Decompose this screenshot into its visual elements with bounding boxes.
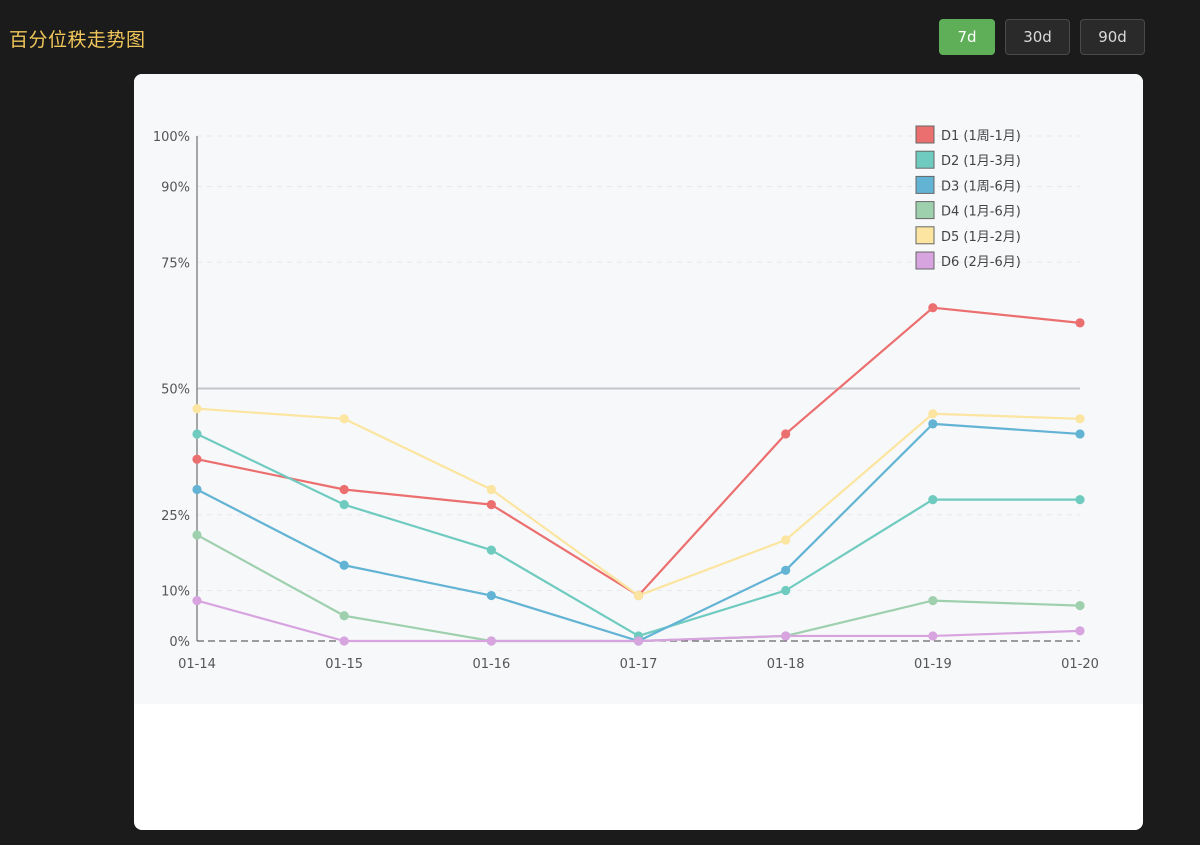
data-point-series-5[interactable]	[633, 590, 644, 601]
y-tick-label: 100%	[153, 130, 190, 145]
series-line-2	[196, 432, 1080, 638]
data-point-series-2[interactable]	[781, 585, 791, 596]
data-point-series-5[interactable]	[928, 409, 938, 419]
data-point-series-4[interactable]	[1075, 601, 1085, 611]
x-tick-label: 01-20	[1061, 657, 1099, 672]
data-point-series-1[interactable]	[781, 429, 791, 439]
chart-area: 0% 10% 25% 50% 75% 90% 100% 01-14 01-15 01-16 01-1…	[134, 74, 1143, 704]
range-selector: 7d 30d 90d	[939, 19, 1145, 55]
series-line-1	[196, 306, 1081, 597]
grid-layer	[197, 135, 1080, 591]
data-point-series-6[interactable]	[192, 596, 202, 606]
x-tick-label: 01-14	[178, 657, 216, 672]
y-tick-label: 0%	[169, 635, 190, 650]
x-tick-label: 01-16	[472, 657, 510, 672]
data-point-series-5[interactable]	[339, 414, 349, 424]
y-tick-label: 75%	[161, 256, 190, 271]
data-point-series-6[interactable]	[928, 631, 938, 641]
range-30d-button[interactable]: 30d	[1005, 19, 1070, 55]
data-point-series-1[interactable]	[339, 484, 349, 495]
data-point-series-2[interactable]	[486, 545, 496, 555]
data-point-series-5[interactable]	[486, 484, 496, 495]
legend-label-5[interactable]: D5 (1月-2月)	[941, 230, 1021, 245]
x-tick-label: 01-15	[325, 657, 363, 672]
data-point-series-2[interactable]	[339, 500, 349, 510]
data-point-series-1[interactable]	[1075, 318, 1085, 328]
legend-swatch-2[interactable]	[915, 150, 935, 169]
range-7d-button[interactable]: 7d	[939, 19, 995, 55]
data-point-series-3[interactable]	[928, 419, 938, 429]
y-tick-label: 50%	[161, 383, 190, 398]
data-point-series-1[interactable]	[928, 303, 938, 313]
data-point-series-1[interactable]	[486, 500, 496, 510]
x-tick-label: 01-17	[620, 657, 658, 672]
data-point-series-3[interactable]	[339, 560, 349, 570]
data-point-series-6[interactable]	[781, 631, 791, 641]
x-tick-label: 01-19	[914, 657, 952, 672]
y-tick-label: 90%	[161, 181, 190, 196]
data-point-series-6[interactable]	[633, 636, 644, 646]
legend-label-4[interactable]: D4 (1月-6月)	[941, 205, 1021, 220]
legend-label-3[interactable]: D3 (1周-6月)	[941, 179, 1021, 194]
percentile-rank-chart: 0% 10% 25% 50% 75% 90% 100% 01-14 01-15 01-16 01-1…	[153, 125, 1099, 672]
data-point-series-5[interactable]	[192, 404, 202, 414]
data-point-series-3[interactable]	[192, 484, 202, 495]
data-point-series-5[interactable]	[781, 535, 791, 545]
chart-card: 0% 10% 25% 50% 75% 90% 100% 01-14 01-15 01-16 01-1…	[134, 74, 1143, 830]
y-tick-label: 10%	[161, 585, 190, 600]
data-point-series-4[interactable]	[192, 530, 202, 540]
y-tick-label: 25%	[161, 509, 190, 524]
data-point-series-1[interactable]	[192, 454, 202, 464]
data-point-series-4[interactable]	[339, 611, 349, 621]
legend-label-1[interactable]: D1 (1周-1月)	[941, 129, 1021, 144]
data-point-series-6[interactable]	[339, 636, 349, 646]
data-point-series-2[interactable]	[928, 495, 938, 505]
axis-layer: 0% 10% 25% 50% 75% 90% 100% 01-14 01-15 01-16 01-1…	[153, 130, 1099, 672]
legend: D1 (1周-1月) D2 (1月-3月) D3 (1周-6月) D4 (1月-6月)…	[915, 125, 1021, 270]
data-point-series-3[interactable]	[1075, 429, 1085, 439]
page-title: 百分位秩走势图	[9, 29, 146, 51]
data-point-series-3[interactable]	[781, 565, 791, 575]
data-point-series-3[interactable]	[486, 590, 496, 601]
legend-label-2[interactable]: D2 (1月-3月)	[941, 154, 1021, 169]
data-point-series-2[interactable]	[192, 429, 202, 439]
series-line-5	[196, 407, 1081, 597]
legend-label-6[interactable]: D6 (2月-6月)	[941, 255, 1021, 270]
x-tick-label: 01-18	[767, 657, 805, 672]
legend-swatch-6[interactable]	[915, 251, 935, 270]
series-layer	[192, 303, 1085, 646]
range-90d-button[interactable]: 90d	[1080, 19, 1145, 55]
series-line-4	[196, 533, 1081, 643]
data-point-series-6[interactable]	[1075, 626, 1085, 636]
legend-swatch-1[interactable]	[915, 125, 935, 144]
data-point-series-6[interactable]	[486, 636, 496, 646]
legend-swatch-3[interactable]	[915, 175, 935, 194]
data-point-series-5[interactable]	[1075, 414, 1085, 424]
data-point-series-2[interactable]	[1075, 495, 1085, 505]
legend-swatch-5[interactable]	[915, 226, 935, 245]
data-point-series-4[interactable]	[928, 596, 938, 606]
legend-swatch-4[interactable]	[915, 201, 935, 220]
